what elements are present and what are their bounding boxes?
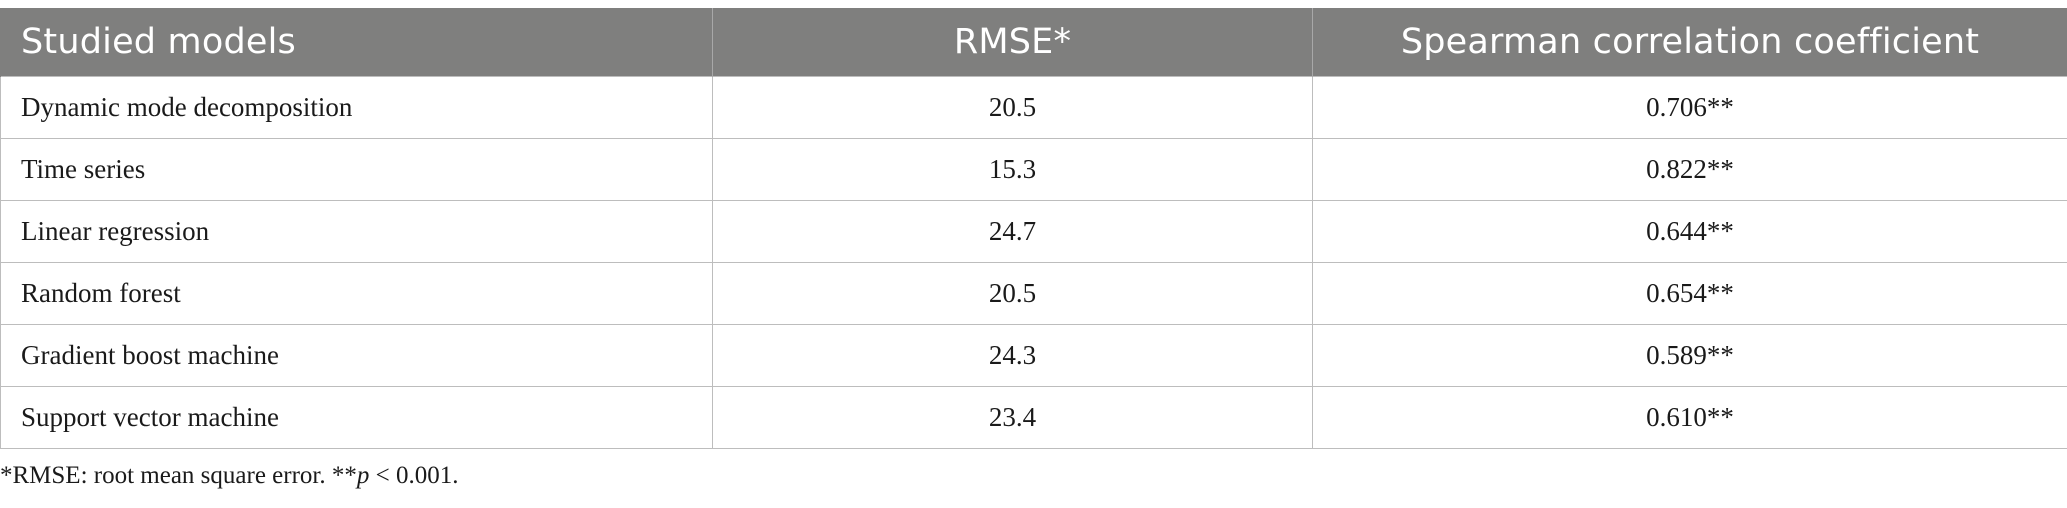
results-table: Studied models RMSE* Spearman correlatio…	[0, 8, 2067, 449]
table-row: Time series 15.3 0.822**	[0, 138, 2067, 201]
rmse-cell: 23.4	[712, 386, 1313, 449]
header-spearman: Spearman correlation coefficient	[1312, 8, 2067, 77]
spearman-cell: 0.822**	[1312, 138, 2067, 201]
spearman-cell: 0.610**	[1312, 386, 2067, 449]
rmse-cell: 24.7	[712, 200, 1313, 263]
rmse-cell: 20.5	[712, 262, 1313, 325]
footnote-text: *RMSE: root mean square error. **	[0, 462, 357, 489]
model-name-cell: Time series	[0, 138, 713, 201]
table-footnote: *RMSE: root mean square error. **p < 0.0…	[0, 462, 458, 490]
spearman-cell: 0.654**	[1312, 262, 2067, 325]
footnote-p-symbol: p	[356, 462, 370, 489]
table-row: Dynamic mode decomposition 20.5 0.706**	[0, 76, 2067, 139]
spearman-cell: 0.589**	[1312, 324, 2067, 387]
table-header: Studied models RMSE* Spearman correlatio…	[0, 8, 2067, 77]
model-name-cell: Dynamic mode decomposition	[0, 76, 713, 139]
model-name-cell: Support vector machine	[0, 386, 713, 449]
spearman-cell: 0.706**	[1312, 76, 2067, 139]
header-rmse: RMSE*	[712, 8, 1313, 77]
table-row: Random forest 20.5 0.654**	[0, 262, 2067, 325]
spearman-cell: 0.644**	[1312, 200, 2067, 263]
results-table-container: Studied models RMSE* Spearman correlatio…	[0, 8, 2067, 449]
model-name-cell: Gradient boost machine	[0, 324, 713, 387]
header-row: Studied models RMSE* Spearman correlatio…	[0, 8, 2067, 77]
table-row: Support vector machine 23.4 0.610**	[0, 386, 2067, 449]
model-name-cell: Random forest	[0, 262, 713, 325]
table-row: Gradient boost machine 24.3 0.589**	[0, 324, 2067, 387]
model-name-cell: Linear regression	[0, 200, 713, 263]
table-row: Linear regression 24.7 0.644**	[0, 200, 2067, 263]
rmse-cell: 20.5	[712, 76, 1313, 139]
header-studied-models: Studied models	[0, 8, 713, 77]
rmse-cell: 24.3	[712, 324, 1313, 387]
footnote-threshold: < 0.001.	[369, 462, 459, 489]
rmse-cell: 15.3	[712, 138, 1313, 201]
table-body: Dynamic mode decomposition 20.5 0.706** …	[0, 76, 2067, 449]
